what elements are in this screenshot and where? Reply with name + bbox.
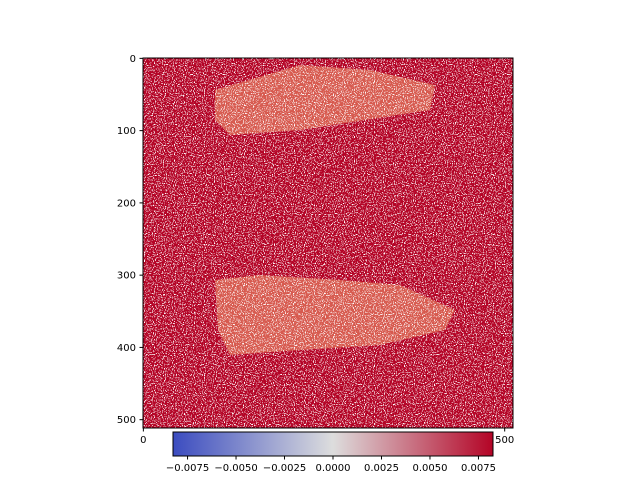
y-tick-label: 100 bbox=[117, 126, 136, 137]
colorbar-tick-label: −0.0050 bbox=[214, 463, 257, 474]
colorbar bbox=[172, 431, 494, 457]
colorbar-tick-label: 0.0025 bbox=[364, 463, 399, 474]
colorbar-tick-label: 0.0075 bbox=[461, 463, 496, 474]
y-tick-label: 200 bbox=[117, 198, 136, 209]
axes-frame bbox=[142, 57, 514, 429]
y-tick-label: 0 bbox=[130, 54, 136, 65]
y-tick-label: 400 bbox=[117, 343, 136, 354]
x-tick-label: 500 bbox=[495, 435, 514, 446]
colorbar-tick-label: 0.0050 bbox=[412, 463, 447, 474]
y-tick-label: 500 bbox=[117, 415, 136, 426]
colorbar-tick-label: −0.0075 bbox=[166, 463, 209, 474]
x-tick-label: 0 bbox=[140, 435, 146, 446]
heatmap-image bbox=[143, 58, 513, 428]
y-tick-label: 300 bbox=[117, 271, 136, 282]
colorbar-tick-label: −0.0025 bbox=[263, 463, 306, 474]
colorbar-tick-label: 0.0000 bbox=[316, 463, 351, 474]
